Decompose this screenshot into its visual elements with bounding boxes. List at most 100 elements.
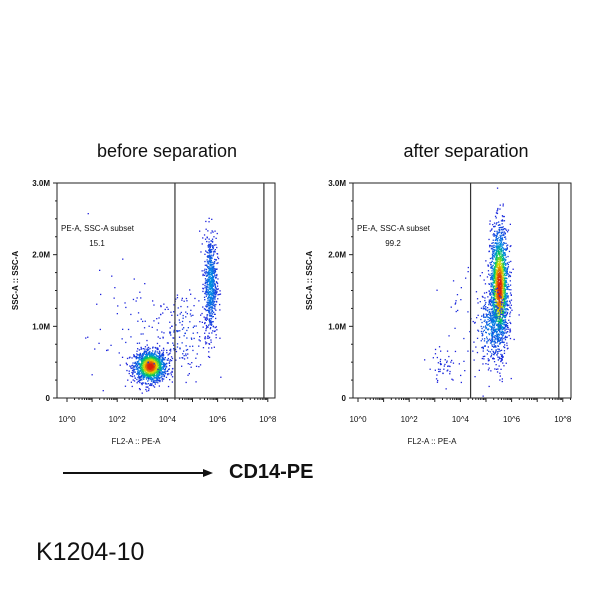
event-dot	[182, 314, 184, 317]
event-dot	[488, 302, 490, 304]
event-dot	[494, 337, 497, 339]
event-dot	[488, 299, 490, 301]
event-dot	[199, 230, 201, 232]
event-dot	[212, 316, 214, 318]
event-dot	[495, 319, 497, 321]
event-dot	[159, 355, 161, 357]
event-dot	[216, 232, 218, 235]
event-dot	[443, 365, 445, 367]
event-dot	[509, 306, 511, 308]
event-dot	[150, 364, 152, 366]
event-dot	[210, 254, 212, 256]
event-dot	[209, 315, 212, 317]
event-dot	[498, 308, 500, 310]
event-dot	[502, 332, 504, 334]
event-dot	[135, 365, 137, 367]
plot-title-after: after separation	[403, 141, 529, 161]
event-dot	[489, 292, 491, 294]
event-dot	[156, 373, 158, 375]
y-axis-label: SSC-A :: SSC-A	[11, 251, 20, 310]
event-dot	[160, 359, 162, 361]
event-dot	[505, 229, 508, 231]
event-dot	[500, 318, 502, 321]
event-dot	[506, 308, 508, 310]
event-dot	[164, 357, 166, 359]
event-dot	[480, 325, 482, 328]
event-dot	[490, 264, 492, 266]
event-dot	[505, 263, 507, 266]
event-dot	[493, 326, 496, 328]
event-dot	[169, 321, 171, 323]
event-dot	[497, 247, 499, 249]
event-dot	[501, 319, 503, 321]
event-dot	[142, 353, 144, 355]
event-dot	[148, 368, 150, 370]
event-dot	[209, 260, 211, 262]
event-dot	[484, 283, 487, 285]
event-dot	[207, 326, 209, 328]
event-dot	[491, 255, 494, 257]
event-dot	[211, 321, 214, 323]
event-dot	[485, 291, 488, 294]
event-dot	[91, 374, 93, 376]
event-dot	[215, 337, 217, 339]
event-dot	[509, 328, 511, 330]
event-dot	[161, 359, 163, 361]
event-dot	[210, 311, 212, 313]
event-dot	[504, 260, 506, 262]
event-dot	[134, 362, 136, 364]
event-dot	[155, 368, 157, 370]
event-dot	[493, 289, 496, 292]
event-dot	[159, 379, 161, 382]
event-dot	[507, 285, 509, 287]
event-dot	[497, 351, 499, 353]
event-dot	[213, 280, 215, 282]
event-dot	[148, 379, 150, 381]
event-dot	[161, 368, 163, 370]
event-dot	[496, 243, 498, 245]
event-dot	[157, 355, 159, 357]
event-dot	[213, 294, 215, 296]
event-dot	[497, 278, 500, 280]
event-dot	[152, 368, 155, 370]
event-dot	[206, 325, 208, 328]
event-dot	[497, 276, 500, 278]
event-dot	[454, 350, 457, 353]
event-dot	[492, 250, 494, 252]
event-dot	[437, 362, 439, 364]
event-dot	[133, 371, 135, 373]
event-dot	[154, 359, 156, 362]
event-dot	[144, 283, 146, 285]
event-dot	[501, 339, 504, 341]
event-dot	[488, 367, 490, 369]
event-dot	[147, 383, 150, 385]
event-dot	[498, 258, 501, 261]
event-dot	[500, 327, 503, 329]
event-dot	[481, 335, 483, 337]
event-dot	[143, 327, 146, 329]
event-dot	[501, 289, 503, 291]
event-dot	[495, 290, 497, 292]
event-dot	[152, 367, 154, 370]
event-dot	[208, 276, 210, 278]
event-dot	[145, 350, 148, 353]
event-dot	[484, 316, 486, 318]
event-dot	[162, 373, 164, 375]
event-dot	[210, 284, 212, 287]
event-dot	[139, 370, 141, 373]
event-dot	[490, 322, 492, 324]
event-dot	[500, 239, 502, 241]
event-dot	[451, 378, 453, 380]
event-dot	[206, 305, 208, 308]
event-dot	[489, 257, 492, 260]
event-dot	[502, 256, 505, 258]
event-dot	[147, 375, 149, 377]
event-dot	[152, 363, 154, 366]
event-dot	[148, 325, 150, 327]
event-dot	[179, 321, 181, 324]
event-dot	[203, 296, 206, 298]
event-dot	[202, 326, 204, 328]
event-dot	[190, 293, 192, 295]
event-dot	[155, 359, 158, 361]
event-dot	[509, 315, 511, 318]
